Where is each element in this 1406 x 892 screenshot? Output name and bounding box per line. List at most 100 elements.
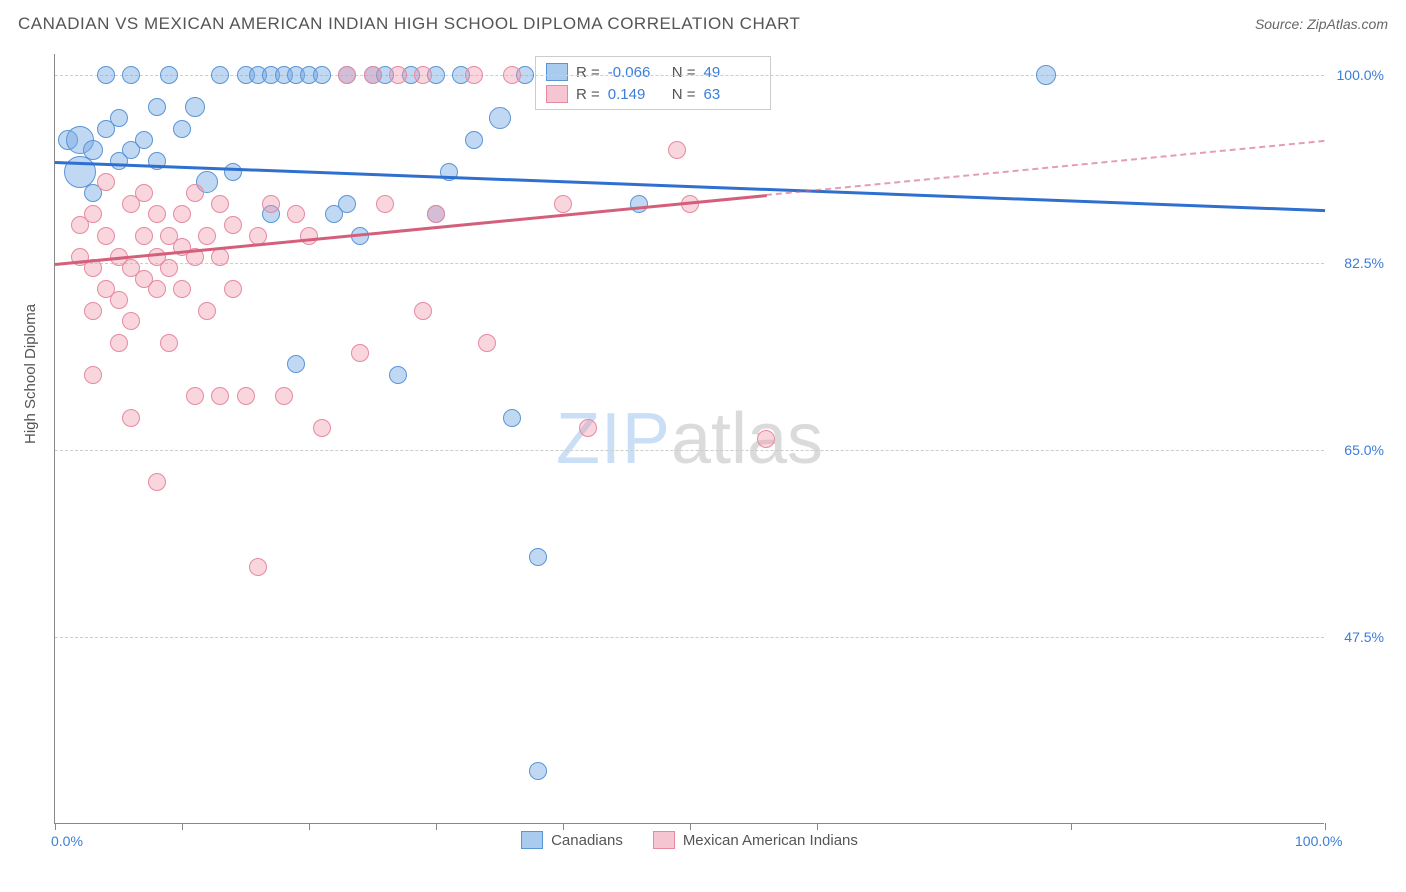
y-axis-label: High School Diploma xyxy=(22,304,39,444)
x-tick xyxy=(563,823,564,830)
data-point xyxy=(224,163,242,181)
data-point xyxy=(173,205,191,223)
data-point xyxy=(376,195,394,213)
data-point xyxy=(160,259,178,277)
data-point xyxy=(338,66,356,84)
data-point xyxy=(84,302,102,320)
series-legend-label: Canadians xyxy=(551,832,623,849)
chart-source: Source: ZipAtlas.com xyxy=(1255,16,1388,32)
data-point xyxy=(414,302,432,320)
x-tick xyxy=(817,823,818,830)
data-point xyxy=(84,366,102,384)
x-tick-label: 100.0% xyxy=(1295,833,1342,849)
series-legend: Canadians Mexican American Indians xyxy=(55,831,1324,849)
plot-area: ZIPatlas R =-0.066N =49R =0.149N =63 Can… xyxy=(54,54,1324,824)
x-tick xyxy=(436,823,437,830)
y-tick-label: 82.5% xyxy=(1344,255,1384,271)
data-point xyxy=(503,409,521,427)
data-point xyxy=(122,312,140,330)
x-tick xyxy=(182,823,183,830)
data-point xyxy=(97,173,115,191)
legend-swatch xyxy=(546,63,568,81)
data-point xyxy=(249,558,267,576)
data-point xyxy=(64,156,96,188)
r-label: R = xyxy=(576,64,600,81)
data-point xyxy=(529,548,547,566)
data-point xyxy=(554,195,572,213)
legend-swatch xyxy=(521,831,543,849)
r-value: -0.066 xyxy=(608,64,664,81)
watermark-atlas: atlas xyxy=(671,399,823,479)
data-point xyxy=(427,205,445,223)
y-tick-label: 100.0% xyxy=(1337,67,1384,83)
data-point xyxy=(224,216,242,234)
data-point xyxy=(148,280,166,298)
data-point xyxy=(122,259,140,277)
x-tick-label: 0.0% xyxy=(51,833,83,849)
y-tick-label: 47.5% xyxy=(1344,629,1384,645)
data-point xyxy=(71,216,89,234)
data-point xyxy=(148,98,166,116)
data-point xyxy=(186,387,204,405)
legend-swatch xyxy=(546,85,568,103)
series-legend-item: Canadians xyxy=(521,831,623,849)
data-point xyxy=(529,762,547,780)
data-point xyxy=(198,227,216,245)
trend-line xyxy=(766,140,1325,196)
chart-header: CANADIAN VS MEXICAN AMERICAN INDIAN HIGH… xyxy=(0,0,1406,42)
n-label: N = xyxy=(672,64,696,81)
x-tick xyxy=(690,823,691,830)
watermark-zip: ZIP xyxy=(556,399,671,479)
data-point xyxy=(211,66,229,84)
data-point xyxy=(173,120,191,138)
data-point xyxy=(668,141,686,159)
x-tick xyxy=(309,823,310,830)
data-point xyxy=(478,334,496,352)
y-tick-label: 65.0% xyxy=(1344,442,1384,458)
data-point xyxy=(97,227,115,245)
data-point xyxy=(287,355,305,373)
data-point xyxy=(351,344,369,362)
data-point xyxy=(579,419,597,437)
data-point xyxy=(110,291,128,309)
data-point xyxy=(338,195,356,213)
n-value: 63 xyxy=(704,86,760,103)
chart-container: High School Diploma ZIPatlas R =-0.066N … xyxy=(32,44,1392,859)
n-label: N = xyxy=(672,86,696,103)
legend-swatch xyxy=(653,831,675,849)
gridline-h xyxy=(55,263,1324,264)
data-point xyxy=(110,334,128,352)
data-point xyxy=(364,66,382,84)
data-point xyxy=(465,131,483,149)
data-point xyxy=(211,195,229,213)
data-point xyxy=(173,280,191,298)
data-point xyxy=(160,334,178,352)
data-point xyxy=(389,66,407,84)
source-value: ZipAtlas.com xyxy=(1307,16,1388,32)
data-point xyxy=(135,184,153,202)
data-point xyxy=(287,205,305,223)
gridline-h xyxy=(55,450,1324,451)
r-value: 0.149 xyxy=(608,86,664,103)
data-point xyxy=(237,387,255,405)
gridline-h xyxy=(55,637,1324,638)
data-point xyxy=(211,387,229,405)
data-point xyxy=(1036,65,1056,85)
data-point xyxy=(313,419,331,437)
data-point xyxy=(198,302,216,320)
series-legend-label: Mexican American Indians xyxy=(683,832,858,849)
data-point xyxy=(630,195,648,213)
correlation-legend: R =-0.066N =49R =0.149N =63 xyxy=(535,56,771,110)
r-label: R = xyxy=(576,86,600,103)
x-tick xyxy=(55,823,56,830)
source-label: Source: xyxy=(1255,16,1303,32)
data-point xyxy=(262,195,280,213)
data-point xyxy=(211,248,229,266)
data-point xyxy=(135,131,153,149)
data-point xyxy=(300,227,318,245)
data-point xyxy=(97,66,115,84)
data-point xyxy=(489,107,511,129)
data-point xyxy=(224,280,242,298)
data-point xyxy=(185,97,205,117)
data-point xyxy=(148,473,166,491)
